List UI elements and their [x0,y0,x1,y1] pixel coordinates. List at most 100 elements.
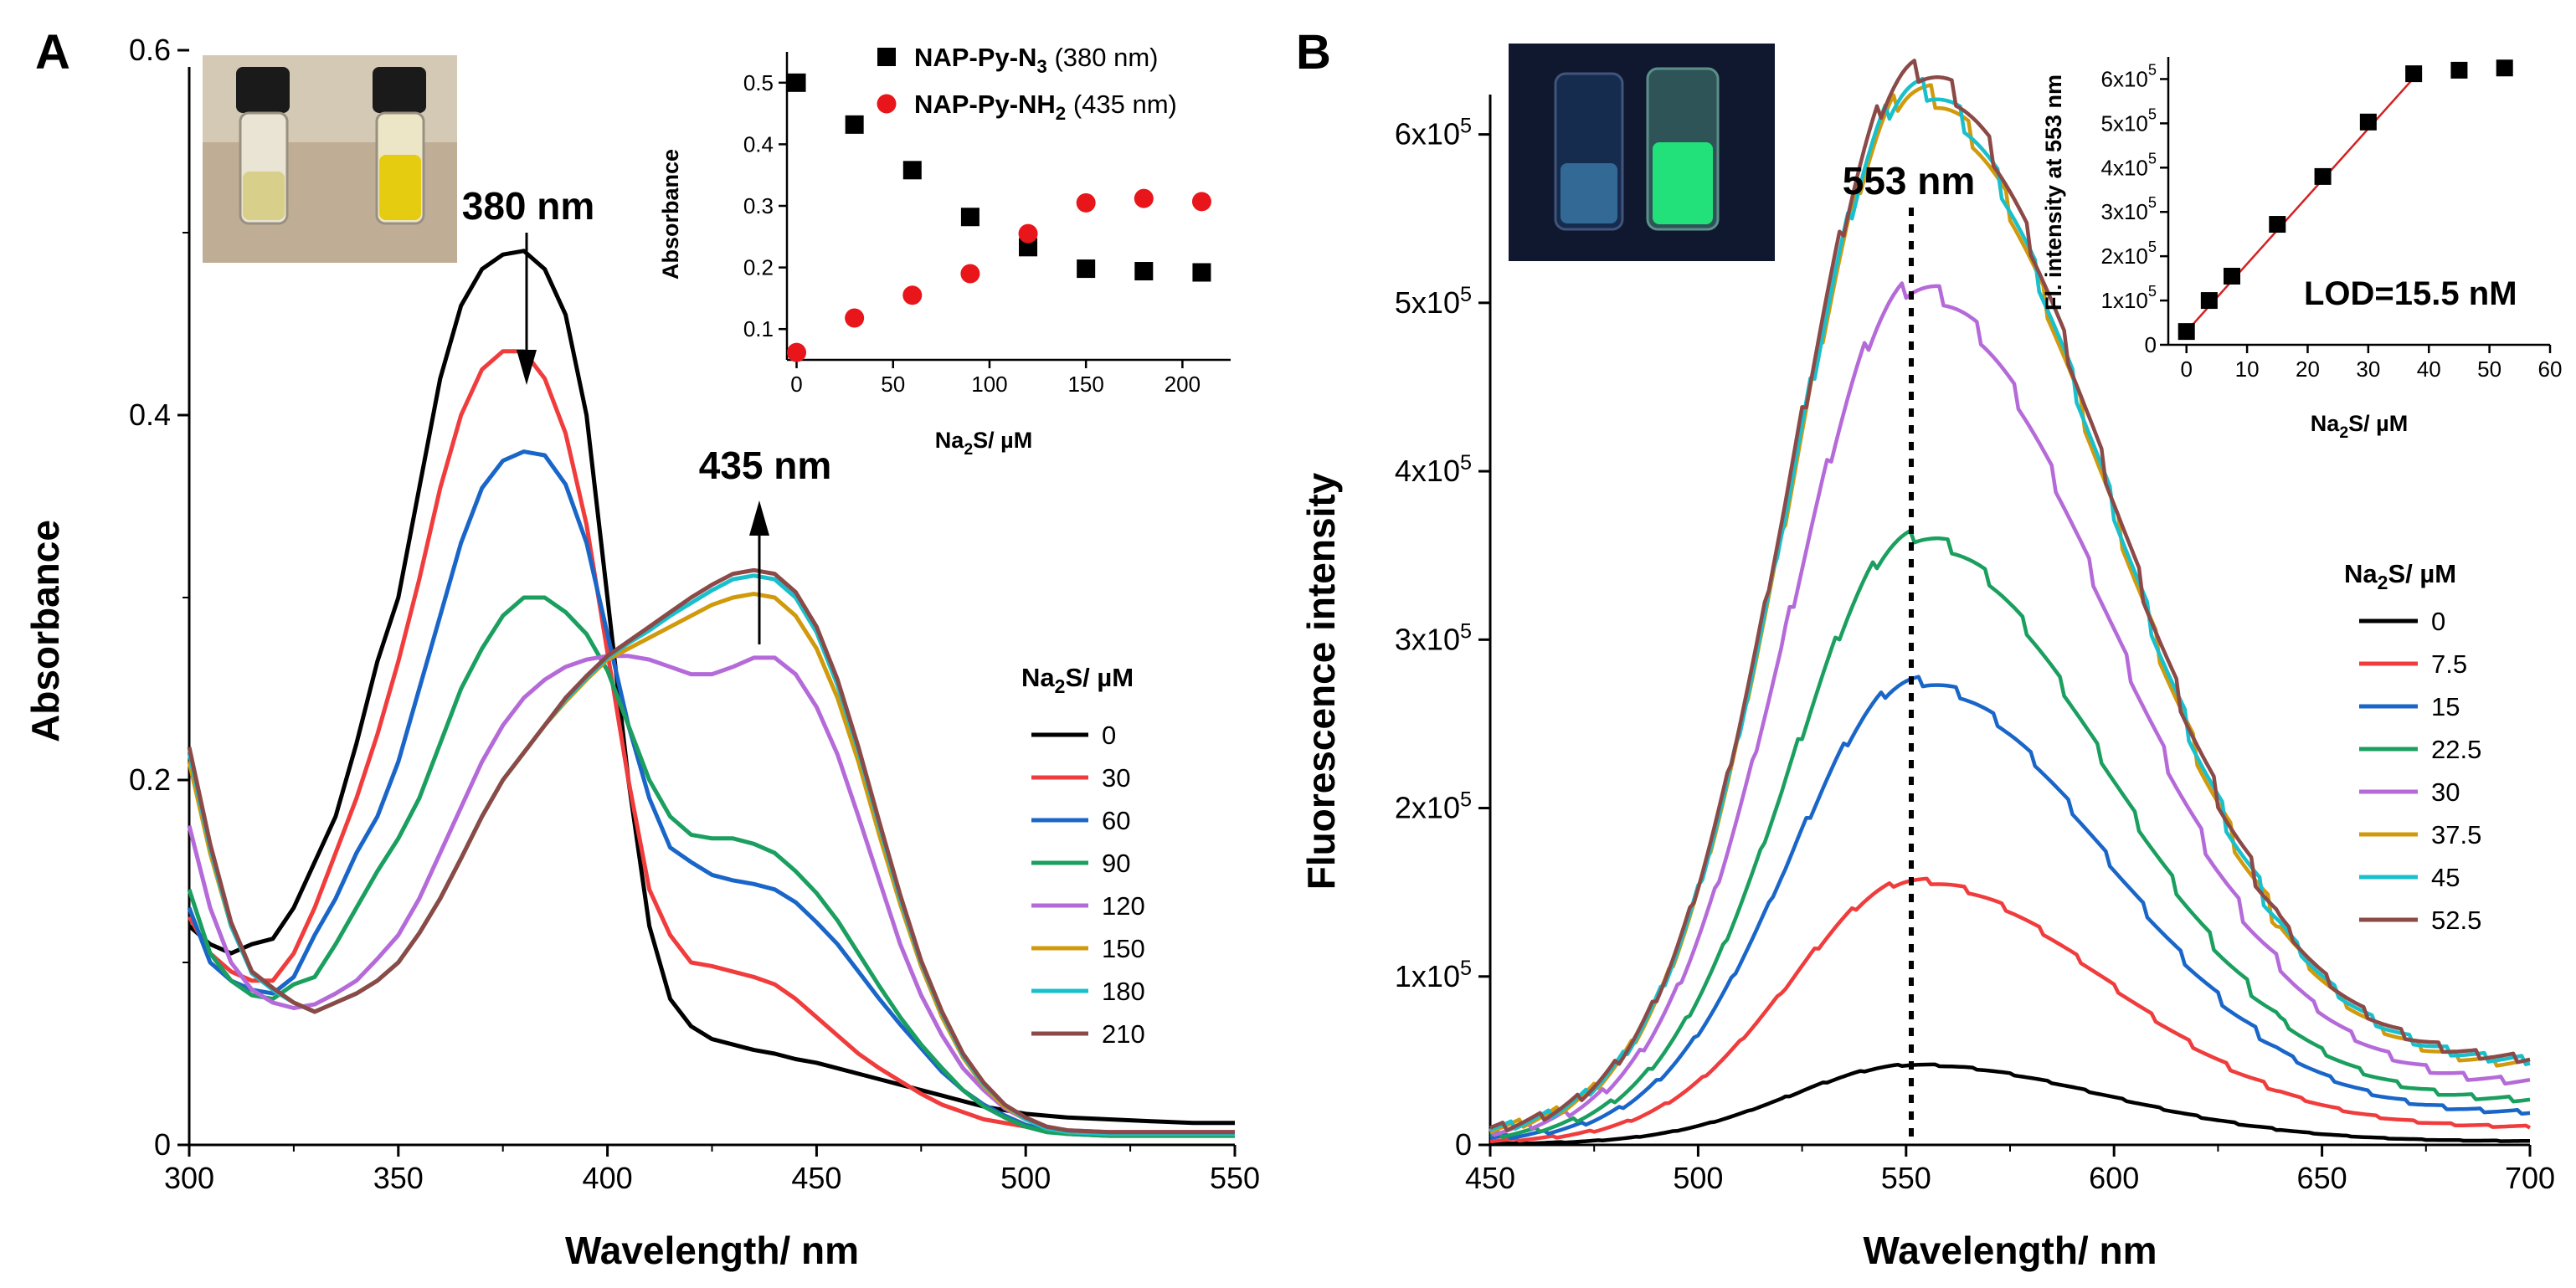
photo-background [1509,44,1775,261]
series-line-180 [187,573,1235,1137]
inset-point-square [2496,59,2513,77]
inset-fit-line [2185,74,2418,332]
series-line-52.5 [1489,59,2531,1132]
inset-y-axis-title: Absorbance [658,149,683,280]
vial-liquid-yellow [379,155,421,220]
tick-base: 0 [1455,1127,1472,1162]
inset-point-circle [1134,188,1154,208]
x-tick-label: 300 [164,1161,214,1195]
x-tick-label: 550 [1881,1161,1931,1195]
inset-x-tick-label: 60 [2538,357,2563,382]
annotation-380: 380 nm [462,184,594,385]
tick-base: 6x10 [1395,117,1460,151]
inset-x-tick-label: 30 [2356,357,2380,382]
y-tick-label: 2x105 [1395,788,1472,825]
y-tick-label: 3x105 [1395,619,1472,656]
inset-point-square [1134,262,1154,281]
series-line-210 [187,567,1235,1135]
tick-base: 3x10 [2100,199,2147,224]
inset-legend-circle-icon [877,94,897,114]
inset-y-tick-label: 4x105 [2100,150,2157,180]
tick-base: 3x10 [1395,622,1460,656]
y-tick-label: 0.4 [129,398,171,432]
x-tick-label: 600 [2089,1161,2139,1195]
panel-label-a: A [35,25,70,80]
inset-point-square [902,161,922,180]
annotation-553-label: 553 nm [1843,159,1976,203]
inset-point-square [787,73,806,92]
legend-label: 120 [1102,891,1145,921]
text-rest: S/ µM [973,428,1032,453]
series-group-a [187,249,1235,1138]
y-tick-label: 4x105 [1395,451,1472,488]
inset-legend-square-icon [877,48,896,66]
inset-y-tick-label: 2x105 [2100,239,2157,269]
legend-label: 60 [1102,806,1130,835]
x-tick-label: 700 [2505,1161,2555,1195]
tick-exponent: 5 [2148,239,2157,255]
legend-label: 0 [2431,607,2445,636]
series-line-120 [187,654,1235,1135]
tick-base: 4x10 [2100,155,2147,180]
y-tick-label: 0.6 [129,33,171,67]
legend-label: 0 [1102,721,1116,750]
inset-x-axis-title: Na2S/ µM [2311,411,2408,442]
inset-point-square [1192,263,1211,282]
legend-compound: NAP-Py-NH [914,90,1056,119]
legend-label: 7.5 [2431,649,2467,679]
tick-exponent: 5 [1460,788,1472,812]
text-rest: S/ µM [2348,411,2408,436]
inset-plot-b: 0 10 20 30 40 50 6001x1052x1053x1054x1055x1056… [2041,57,2562,442]
y-axis-title: Fluorescence intensity [1299,472,1343,890]
inset-y-tick-label: 0.4 [743,131,774,157]
legend-a: Na2S/ µM 0 30 60 90 120 150 180 210 [1021,663,1145,1049]
inset-point-circle [902,285,923,305]
series-line-0 [1489,1062,2530,1147]
inset-point-circle [1018,223,1038,244]
series-group-b [1489,59,2532,1147]
tick-exponent: 5 [2148,150,2157,167]
annotation-553: 553 nm [1843,159,1976,1145]
vial-cap [373,67,426,113]
tick-exponent: 5 [2148,105,2157,122]
tick-base: 5x10 [2100,110,2147,136]
inset-point-square [845,115,864,134]
inset-y-tick-label: 0.1 [743,316,774,341]
tick-exponent: 5 [2148,194,2157,211]
vial-liquid-green [1653,142,1713,224]
inset-legend-label: NAP-Py-N3 (380 nm) [914,43,1159,77]
vial-liquid-pale [243,172,285,220]
tick-exponent: 5 [1460,451,1472,475]
series-line-30 [187,349,1235,1135]
y-tick-label: 0 [154,1127,171,1162]
y-tick-label: 0 [1455,1127,1472,1162]
y-tick-label: 6x105 [1395,115,1472,151]
inset-y-tick-label: 0.3 [743,193,774,218]
inset-y-tick-label: 5x105 [2100,105,2157,136]
legend-label: 90 [1102,849,1130,878]
annotation-435: 435 nm [699,444,831,644]
arrow-down-icon [517,350,537,385]
legend-title-a: Na2S/ µM [1021,663,1134,697]
inset-y-tick-label: 1x105 [2100,283,2157,313]
y-tick-label: 5x105 [1395,283,1472,320]
tick-base: 0 [2145,332,2157,357]
inset-point-square [2450,61,2468,79]
inset-x-tick-label: 20 [2296,357,2320,382]
inset-point-square [2224,267,2240,285]
x-tick-label: 350 [373,1161,424,1195]
legend-b: Na2S/ µM 0 7.5 15 22.5 30 37.5 45 52.5 [2344,559,2481,935]
inset-point-circle [960,264,980,284]
lod-label: LOD=15.5 nM [2304,275,2517,312]
vial-cap [236,67,290,113]
x-axis-title: Wavelength/ nm [1864,1229,2157,1272]
tick-base: 6x10 [2100,66,2147,91]
tick-base: 5x10 [1395,285,1460,320]
text-main: Na [935,428,964,453]
legend-label: 180 [1102,977,1145,1006]
x-tick-label: 400 [583,1161,633,1195]
series-line-90 [187,595,1235,1138]
inset-y-tick-label: 0.5 [743,70,774,95]
x-tick-label: 500 [1000,1161,1051,1195]
inset-x-tick-label: 150 [1067,372,1103,397]
